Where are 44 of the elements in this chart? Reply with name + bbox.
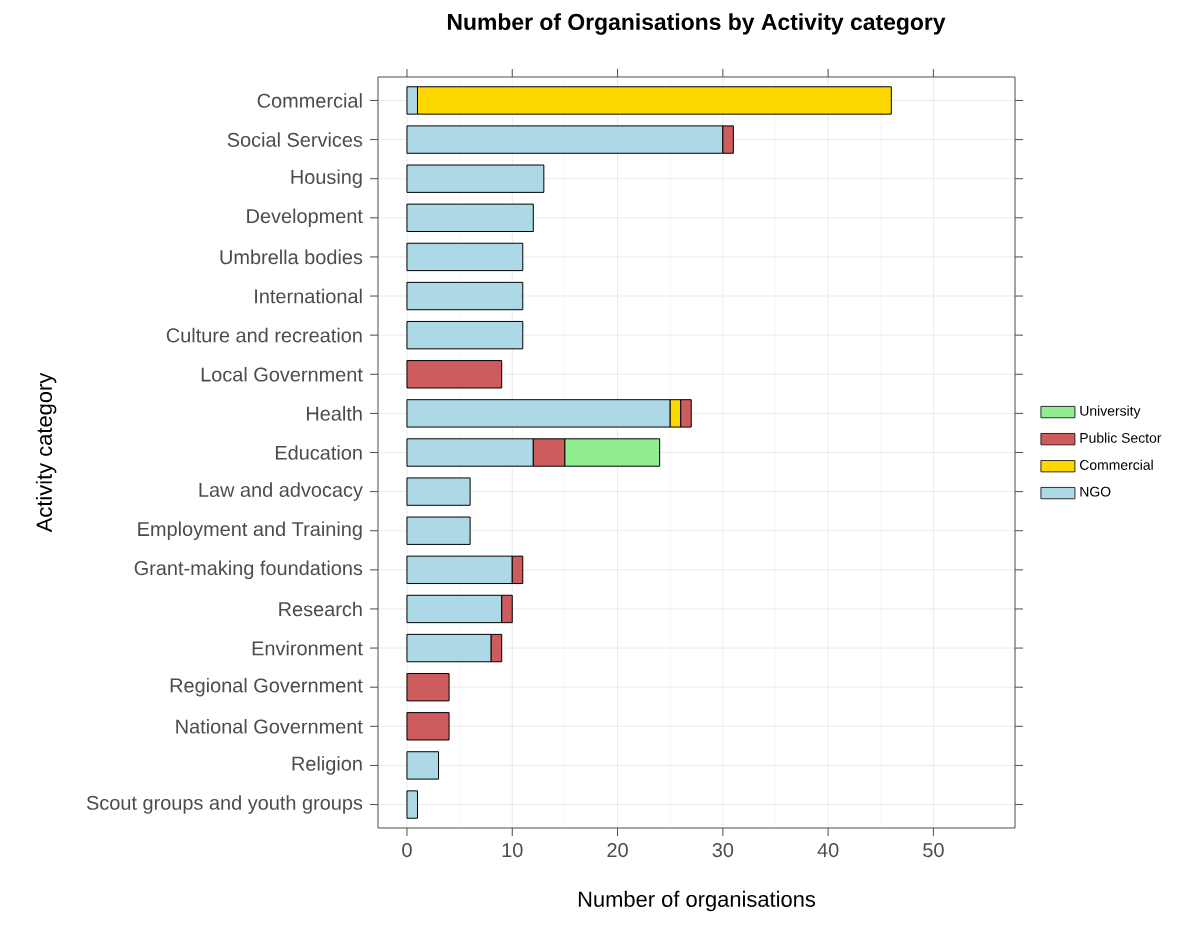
x-tick-label: 20	[607, 843, 628, 858]
y-tick-label: Education	[275, 445, 362, 460]
x-tick-label: 0	[402, 843, 412, 858]
legend-label: Public Sector	[1080, 432, 1162, 443]
bar	[406, 672, 450, 702]
bar	[406, 712, 450, 741]
y-tick-label: Environment	[252, 640, 363, 656]
bar	[406, 477, 471, 506]
y-tick-label: Local Government	[201, 366, 363, 382]
bar	[406, 360, 503, 389]
bar	[406, 281, 524, 311]
chart-title: Number of Organisations by Activity category	[447, 13, 946, 35]
y-tick-label: Umbrella bodies	[220, 249, 363, 265]
y-tick-label: International	[255, 288, 362, 304]
y-tick-label: Health	[306, 406, 362, 421]
legend-label: University	[1080, 405, 1141, 419]
bar	[406, 516, 471, 545]
bar	[406, 751, 440, 780]
y-tick-label: Social Services	[227, 132, 363, 147]
x-tick-label: 40	[817, 843, 839, 858]
y-tick-label: Scout groups and youth groups	[86, 795, 363, 814]
y-tick-label: Law and advocacy	[199, 482, 363, 501]
x-tick-label: 30	[712, 843, 734, 858]
y-axis-title: Activity category	[35, 372, 57, 533]
bar	[406, 164, 545, 193]
bar	[406, 320, 524, 350]
y-tick-label: Culture and recreation	[166, 327, 362, 343]
y-tick-label: Employment and Training	[138, 521, 362, 540]
y-tick-label: Commercial	[257, 93, 362, 108]
x-tick-label: 50	[923, 843, 944, 858]
y-tick-label: Housing	[291, 169, 362, 188]
bar	[406, 203, 534, 232]
x-tick-label: 10	[502, 843, 523, 858]
legend-label: NGO	[1080, 486, 1111, 497]
legend-label: Commercial	[1080, 459, 1153, 470]
y-tick-label: Grant-making foundations	[134, 560, 363, 580]
y-tick-label: Research	[279, 601, 362, 617]
y-tick-label: Development	[247, 208, 363, 228]
y-tick-label: Regional Government	[170, 677, 363, 697]
x-axis-title: Number of organisations	[578, 890, 816, 912]
bar	[406, 242, 524, 272]
bar	[406, 790, 418, 819]
y-tick-label: National Government	[176, 718, 363, 734]
y-tick-label: Religion	[292, 756, 362, 775]
